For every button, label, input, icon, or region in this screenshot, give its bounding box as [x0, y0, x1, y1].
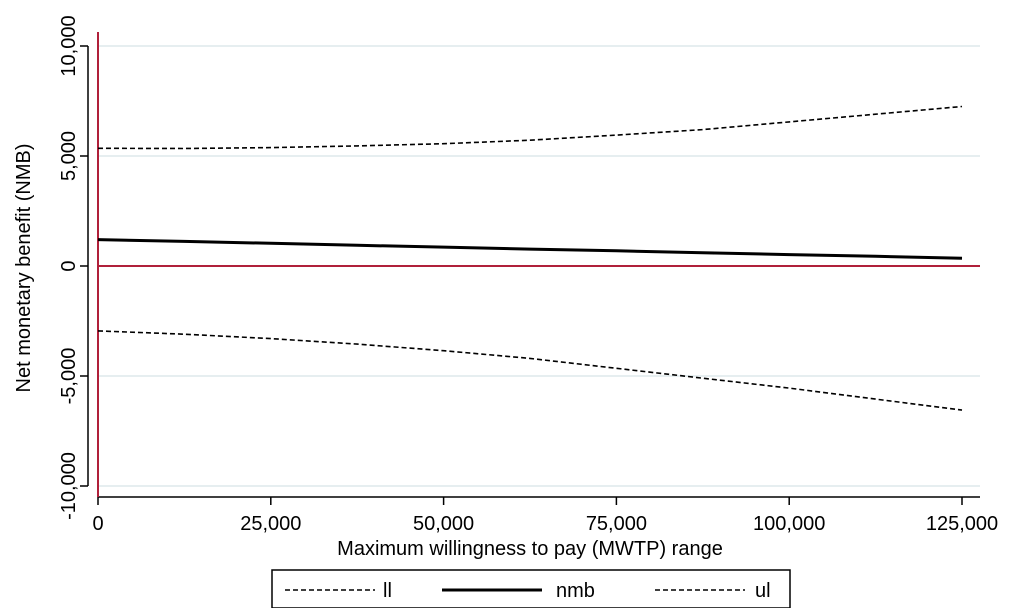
legend-label-nmb: nmb [556, 580, 595, 602]
legend-label-ul: ul [755, 580, 771, 602]
x-axis: 0 25,000 50,000 75,000 100,000 125,000 [92, 496, 998, 535]
x-tick-label: 0 [92, 513, 103, 535]
x-tick-label: 50,000 [413, 513, 474, 535]
x-axis-title: Maximum willingness to pay (MWTP) range [337, 538, 723, 560]
y-tick-label: 5,000 [58, 131, 80, 181]
series-line-ul [97, 330, 963, 411]
series-line-nmb [97, 238, 963, 260]
legend-label-ll: ll [383, 580, 392, 602]
y-tick-label: 0 [58, 260, 80, 271]
x-tick-label: 25,000 [240, 513, 301, 535]
series-lines [97, 105, 963, 411]
x-tick-label: 100,000 [753, 513, 825, 535]
x-tick-label: 75,000 [586, 513, 647, 535]
series-line-ll [97, 105, 963, 150]
y-tick-label: -10,000 [58, 452, 80, 520]
y-tick-label: 10,000 [58, 15, 80, 76]
legend: ll nmb ul [271, 569, 791, 608]
y-tick-label: -5,000 [58, 348, 80, 405]
y-axis-title: Net monetary benefit (NMB) [13, 144, 35, 393]
reference-lines [97, 32, 980, 497]
y-axis: -10,000 -5,000 0 5,000 10,000 [58, 15, 89, 520]
x-tick-label: 125,000 [926, 513, 998, 535]
